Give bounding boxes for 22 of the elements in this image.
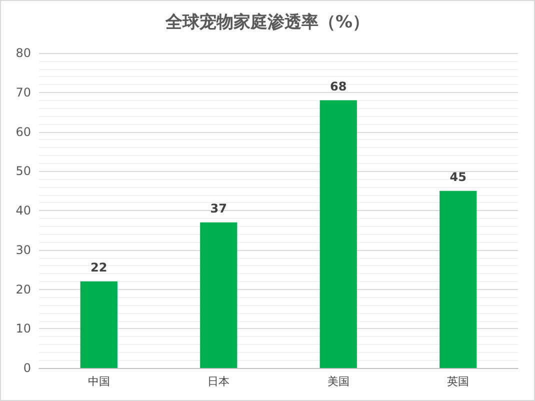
y-tick-label: 60 [16,124,31,139]
data-label: 45 [450,170,466,184]
data-label: 22 [90,260,108,274]
chart-title: 全球宠物家庭渗透率（%） [164,12,370,32]
y-tick-label: 70 [16,85,31,100]
y-tick-label: 20 [16,282,31,296]
data-label: 37 [210,201,227,216]
y-tick-label: 0 [23,361,31,375]
bar [440,190,477,368]
y-tick-label: 10 [16,322,31,336]
bar [320,100,357,368]
bar [80,281,118,368]
x-tick-label: 日本 [208,375,230,388]
x-tick-label: 中国 [88,375,110,388]
bar [200,222,238,368]
y-tick-label: 50 [16,164,31,178]
y-tick-label: 40 [16,204,31,218]
y-tick-label: 80 [16,46,31,60]
data-label: 68 [330,79,347,94]
x-tick-label: 美国 [327,375,350,388]
y-tick-label: 30 [16,242,31,257]
x-tick-label: 英国 [447,375,470,388]
